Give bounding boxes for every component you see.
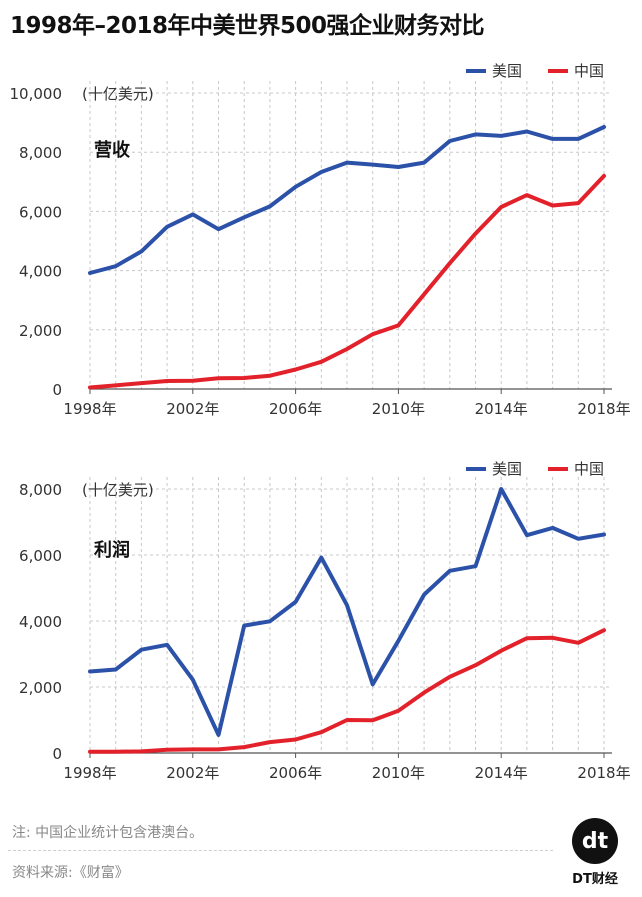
series-line-us bbox=[88, 125, 606, 275]
series-line-us bbox=[88, 487, 606, 737]
x-tick-label: 2010年 bbox=[372, 400, 425, 418]
legend-label-china: 中国 bbox=[574, 460, 604, 478]
dt-logo-icon: dt bbox=[572, 818, 618, 864]
brand-name: DT财经 bbox=[572, 872, 618, 887]
unit-label: (十亿美元) bbox=[82, 85, 154, 103]
x-tick-label: 1998年 bbox=[63, 400, 116, 418]
revenue-chart: 0 2,000 4,000 6,000 8,000 10,000 1998年 2002年 200… bbox=[10, 62, 631, 418]
x-tick-label: 2014年 bbox=[475, 400, 528, 418]
profit-chart: 0 2,000 4,000 6,000 8,000 1998年 2002年 2006年 2010… bbox=[19, 460, 631, 782]
series-line-china bbox=[88, 628, 606, 754]
footnote: 注: 中国企业统计包含港澳台。 bbox=[12, 825, 204, 841]
y-tick-label: 2,000 bbox=[19, 679, 62, 697]
y-tick-label: 8,000 bbox=[19, 144, 62, 162]
y-tick-label: 4,000 bbox=[19, 263, 62, 281]
unit-label: (十亿美元) bbox=[82, 481, 154, 499]
panel-title: 营收 bbox=[94, 139, 130, 161]
page-title: 1998年–2018年中美世界500强企业财务对比 bbox=[10, 13, 485, 39]
y-tick-label: 6,000 bbox=[19, 547, 62, 565]
legend-label-us: 美国 bbox=[492, 460, 522, 478]
series-line-china bbox=[88, 173, 606, 390]
y-tick-label: 8,000 bbox=[19, 481, 62, 499]
x-tick-label: 2002年 bbox=[166, 764, 219, 782]
legend-label-us: 美国 bbox=[492, 62, 522, 80]
x-tick-label: 2002年 bbox=[166, 400, 219, 418]
x-tick-label: 2006年 bbox=[269, 400, 322, 418]
legend-label-china: 中国 bbox=[574, 62, 604, 80]
x-tick-label: 2010年 bbox=[372, 764, 425, 782]
y-tick-label: 10,000 bbox=[10, 85, 63, 103]
panel-title: 利润 bbox=[94, 539, 130, 561]
y-tick-label: 0 bbox=[52, 381, 62, 399]
source-note: 资料来源:《财富》 bbox=[12, 865, 129, 881]
x-tick-label: 1998年 bbox=[63, 764, 116, 782]
y-tick-label: 6,000 bbox=[19, 203, 62, 221]
footer-divider bbox=[8, 850, 553, 851]
x-tick-label: 2018年 bbox=[577, 400, 630, 418]
x-tick-label: 2018年 bbox=[577, 764, 630, 782]
y-tick-label: 2,000 bbox=[19, 322, 62, 340]
y-tick-label: 0 bbox=[52, 745, 62, 763]
y-tick-label: 4,000 bbox=[19, 613, 62, 631]
x-tick-label: 2006年 bbox=[269, 764, 322, 782]
x-tick-label: 2014年 bbox=[475, 764, 528, 782]
